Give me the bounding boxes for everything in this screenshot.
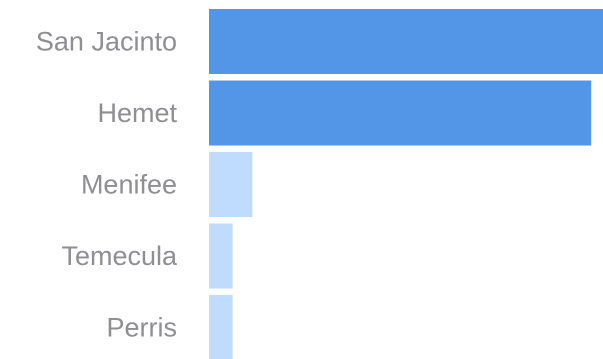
- bar-san-jacinto: [209, 9, 603, 74]
- category-label-temecula: Temecula: [61, 241, 178, 271]
- category-label-perris: Perris: [106, 313, 177, 343]
- category-label-san-jacinto: San Jacinto: [36, 27, 177, 57]
- category-labels-group: San Jacinto Hemet Menifee Temecula Perris: [36, 27, 178, 343]
- bars-group: [209, 9, 603, 359]
- category-label-menifee: Menifee: [81, 170, 177, 200]
- bar-temecula: [209, 223, 233, 289]
- bar-menifee: [209, 152, 253, 217]
- category-label-hemet: Hemet: [97, 98, 177, 128]
- bar-perris: [209, 295, 233, 359]
- bar-hemet: [209, 80, 592, 146]
